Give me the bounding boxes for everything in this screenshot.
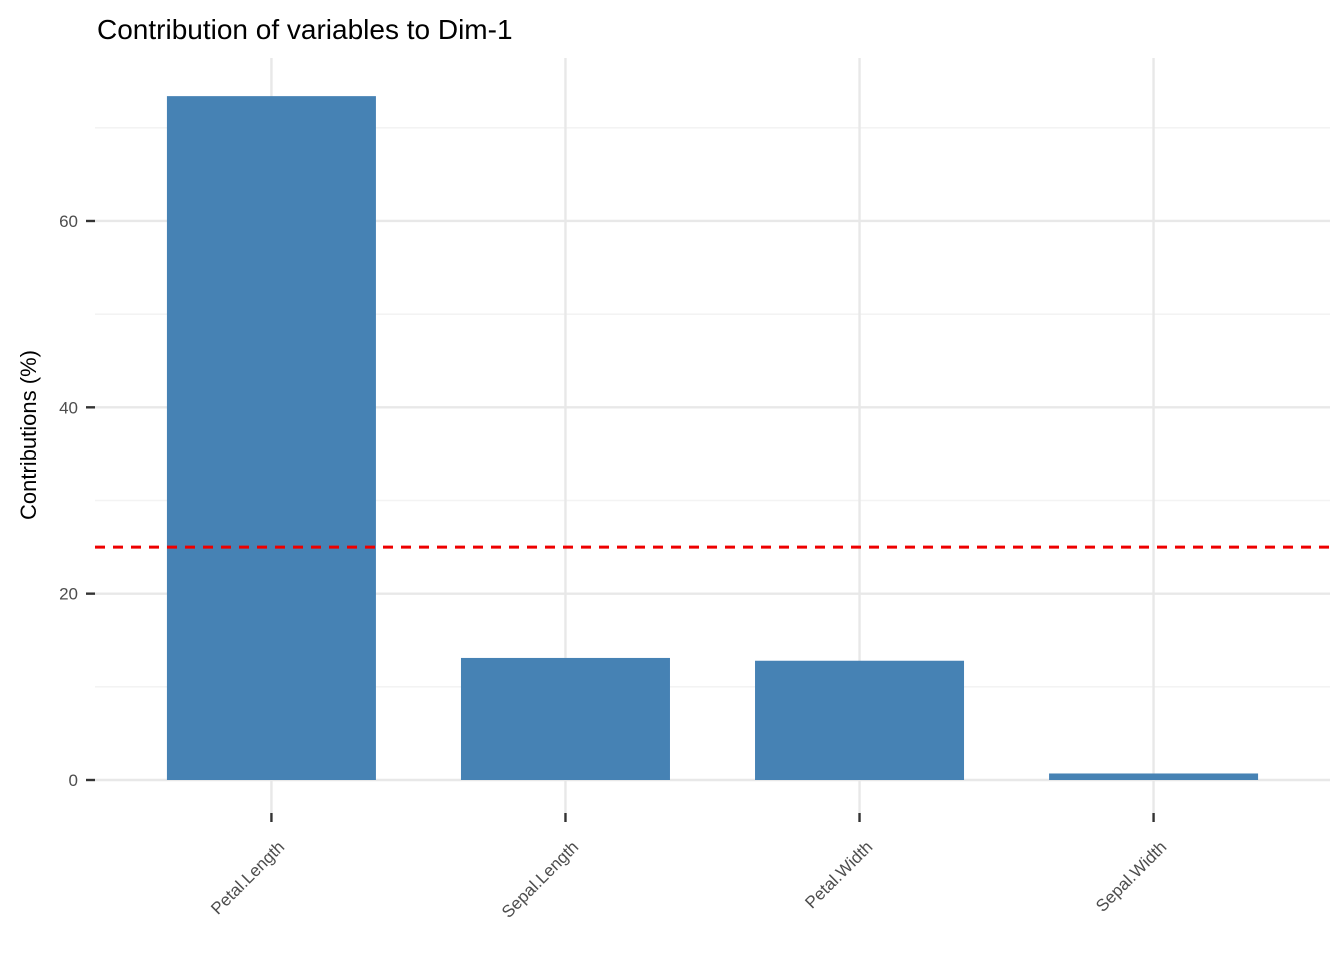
- chart-title: Contribution of variables to Dim-1: [97, 14, 513, 45]
- y-tick-label-60: 60: [59, 212, 78, 231]
- y-tick-label-20: 20: [59, 585, 78, 604]
- bar-sepal-width: [1049, 773, 1259, 780]
- x-tick-label-sepal-width: Sepal.Width: [1092, 837, 1170, 915]
- bar-petal-width: [755, 660, 965, 780]
- bar-sepal-length: [460, 657, 670, 780]
- x-tick-label-petal-length: Petal.Length: [207, 837, 288, 918]
- x-tick-label-sepal-length: Sepal.Length: [498, 837, 582, 921]
- bar-petal-length: [166, 96, 376, 780]
- y-tick-label-40: 40: [59, 398, 78, 417]
- y-tick-label-0: 0: [69, 771, 78, 790]
- x-tick-label-petal-width: Petal.Width: [801, 837, 876, 912]
